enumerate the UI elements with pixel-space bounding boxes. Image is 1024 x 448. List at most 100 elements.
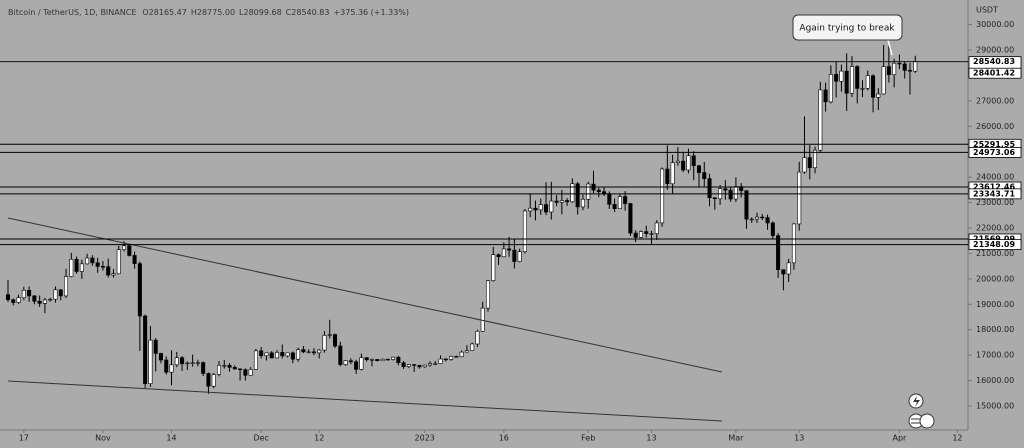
candle-body (148, 339, 153, 384)
y-tick-label: 17000.00 (976, 351, 1014, 360)
candle-body (290, 352, 295, 360)
candle-body (253, 350, 258, 370)
y-tick-label: 26000.00 (976, 122, 1014, 131)
candle-body (660, 168, 665, 224)
candle-body (575, 183, 580, 208)
candle-body (839, 70, 844, 82)
candle-body (132, 255, 137, 264)
candle-body (269, 352, 274, 359)
ohlc-name: H (191, 8, 197, 17)
candle-body (586, 183, 591, 200)
candle-body (834, 74, 839, 82)
candle-body (396, 356, 401, 364)
ohlc-name: C (286, 8, 292, 17)
candle-body (691, 155, 696, 167)
header: Bitcoin / TetherUS, 1D, BINANCE O28165.47… (8, 8, 409, 17)
candle-body (285, 352, 290, 357)
candle-body (122, 245, 127, 250)
candle-body (169, 364, 174, 373)
candle-body (612, 204, 617, 209)
candle-body (628, 203, 633, 234)
candle-body (860, 88, 865, 90)
change: +375.36 (+1.33%) (333, 8, 409, 17)
x-tick-label: Nov (95, 434, 111, 443)
x-tick-label: 12 (952, 434, 962, 443)
trendline (7, 380, 723, 422)
candle-body (74, 258, 79, 272)
x-tick-label: 13 (646, 434, 656, 443)
y-tick-label: 21000.00 (976, 249, 1014, 258)
candle-body (813, 149, 818, 169)
candle-body (42, 299, 47, 304)
y-tick-label: 29000.00 (976, 45, 1014, 54)
candle-body (818, 89, 823, 151)
level-label: 24973.06 (973, 148, 1015, 157)
level-label: 21348.09 (973, 240, 1015, 249)
x-tick-label: Mar (728, 434, 744, 443)
candle-body (243, 369, 248, 376)
candle-body (16, 297, 21, 303)
candle-body (222, 365, 227, 367)
candle-body (449, 356, 454, 360)
symbol: Bitcoin / TetherUS, 1D, BINANCE (8, 8, 136, 17)
candle-body (143, 315, 148, 384)
level-label: 23612.46 (973, 183, 1015, 192)
candle-body (797, 171, 802, 225)
x-tick-label: 2023 (415, 434, 435, 443)
candle-body (786, 262, 791, 275)
candle-body (5, 294, 11, 301)
x-tick-label: Feb (581, 434, 595, 443)
candle-body (95, 262, 100, 267)
candle-body (64, 276, 69, 297)
x-tick-label: Dec (253, 434, 268, 443)
candle-body (607, 193, 612, 205)
candle-body (116, 249, 121, 275)
candle-body (501, 248, 506, 258)
candle-body (259, 350, 264, 356)
candle-body (886, 66, 891, 75)
candle-body (470, 343, 475, 351)
candle-body (528, 207, 533, 212)
candle-body (37, 300, 42, 304)
candle-body (174, 357, 179, 366)
candle-body (58, 289, 63, 297)
candle-body (781, 269, 786, 275)
candle-body (280, 352, 285, 357)
candle-body (137, 263, 142, 317)
candle-body (443, 358, 448, 361)
candle-body (507, 248, 512, 251)
candle-body (770, 222, 775, 236)
candle-body (27, 290, 32, 297)
candle-body (153, 339, 158, 354)
candle-body (665, 168, 670, 185)
candle-body (791, 223, 796, 264)
candle-body (90, 257, 95, 264)
x-tick-label: 17 (19, 434, 29, 443)
candle-body (849, 66, 854, 94)
candle-body (201, 362, 206, 374)
candle-body (359, 357, 364, 370)
candle-body (807, 157, 812, 169)
candle-body (433, 363, 438, 365)
ohlc-value: 28540.83 (291, 8, 329, 17)
candle-body (512, 249, 517, 262)
candle-body (702, 172, 707, 179)
annotation: Again trying to break (799, 24, 895, 34)
candle-body (238, 368, 243, 370)
candle-body (580, 198, 585, 208)
candle-body (21, 290, 26, 298)
candle-body (333, 334, 338, 347)
candle-body (712, 197, 717, 200)
candle-body (158, 353, 163, 361)
candle-body (296, 349, 301, 360)
candle-body (427, 363, 432, 366)
marker-box (968, 67, 1022, 79)
candle-body (681, 160, 686, 171)
candle-body (892, 62, 897, 75)
candle-body (364, 357, 369, 361)
candle-body (227, 365, 232, 368)
candle-body (406, 364, 411, 367)
events-icon[interactable] (919, 413, 935, 429)
candle-body (596, 189, 601, 192)
candle-body (343, 360, 348, 365)
